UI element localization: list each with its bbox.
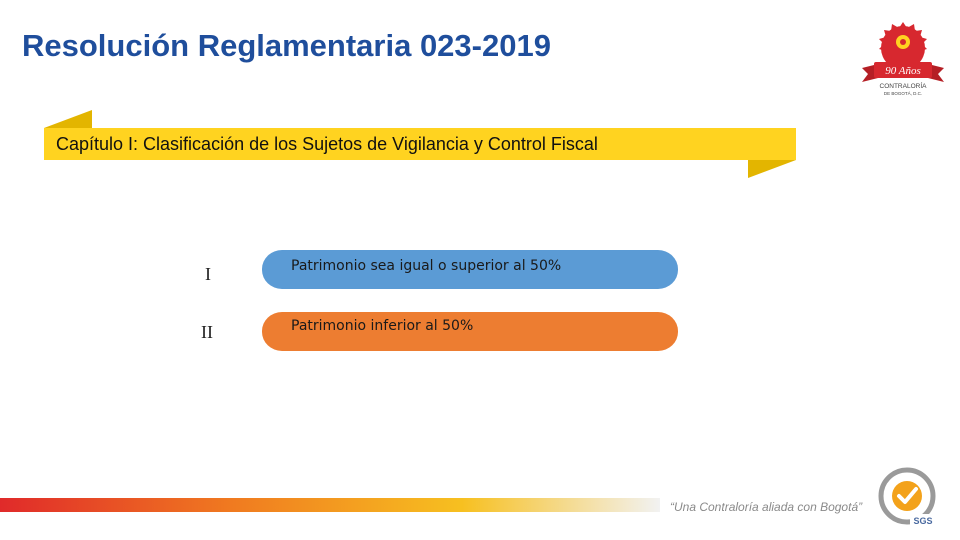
- category-item-i: Patrimonio sea igual o superior al 50%: [262, 250, 678, 289]
- org-name-line1: CONTRALORÍA: [880, 81, 928, 90]
- category-item-ii: Patrimonio inferior al 50%: [262, 312, 678, 351]
- cert-label: SGS: [913, 516, 932, 526]
- footer-gradient-bar: [0, 498, 660, 512]
- sgs-certification-icon: SGS: [878, 467, 936, 526]
- chapter-banner-text: Capítulo I: Clasificación de los Sujetos…: [56, 134, 598, 154]
- slide-title: Resolución Reglamentaria 023-2019: [22, 28, 551, 63]
- chapter-banner: [44, 110, 796, 178]
- numeral-ii: II: [201, 322, 213, 342]
- org-name-line2: DE BOGOTÁ, D.C.: [884, 90, 922, 96]
- footer-slogan: “Una Contraloría aliada con Bogotá”: [670, 500, 863, 514]
- numeral-i: I: [205, 264, 211, 284]
- contraloria-logo-icon: 90 Años CONTRALORÍA DE BOGOTÁ, D.C.: [862, 22, 944, 96]
- anniversary-text: 90 Años: [885, 65, 921, 77]
